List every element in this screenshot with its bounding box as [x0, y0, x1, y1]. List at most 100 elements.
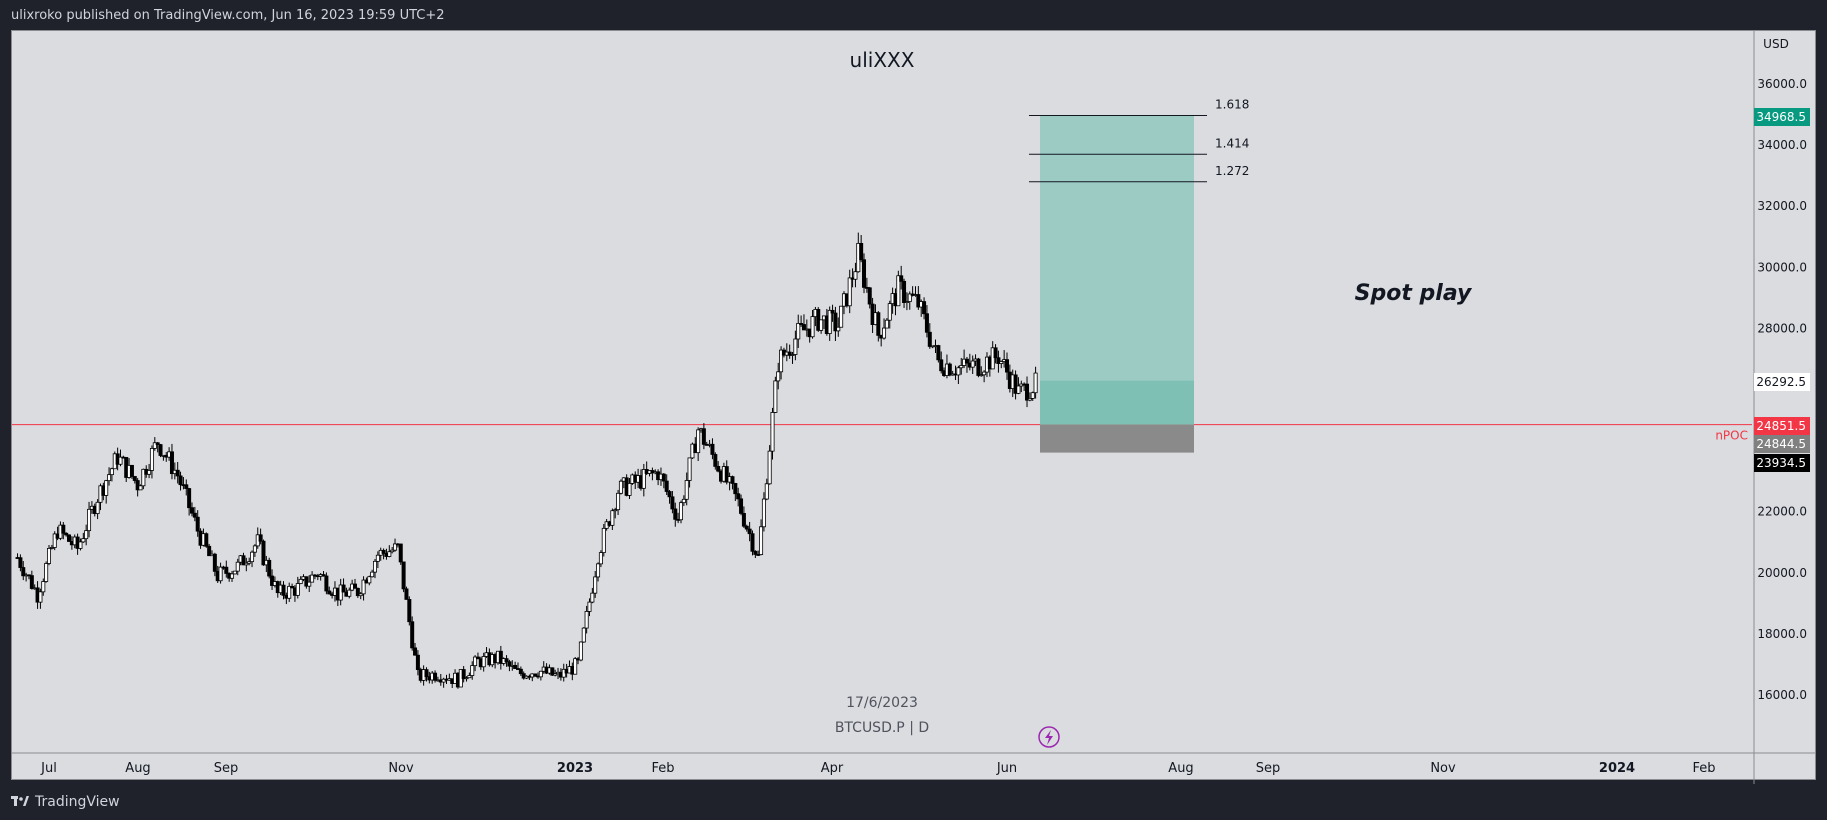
time-tick-label: Sep [1256, 761, 1281, 776]
candle-body [381, 549, 386, 554]
candle-body [701, 428, 706, 445]
tradingview-logo[interactable]: TradingView [11, 794, 120, 810]
candle-body [710, 443, 715, 455]
candle-body [761, 498, 766, 528]
candle-body [21, 567, 26, 577]
candle-body [993, 347, 998, 359]
candle-body [810, 316, 815, 338]
candle-body [498, 650, 503, 664]
candle-body [441, 678, 446, 683]
candle-body [387, 551, 392, 557]
candle-body [204, 533, 209, 547]
candle-body [907, 293, 912, 302]
candle-body [667, 491, 672, 498]
candle-body [295, 583, 300, 596]
candle-body [744, 525, 749, 530]
candle-body [152, 442, 157, 449]
candle-body [876, 312, 881, 336]
price-badge-bg [1754, 108, 1810, 126]
tradingview-brand: TradingView [35, 794, 120, 810]
position-profit-zone [1040, 115, 1194, 381]
candle-body [424, 669, 429, 678]
candle-body [407, 599, 412, 623]
tradingview-logo-icon [11, 796, 29, 806]
candle-body [373, 560, 378, 573]
candle-body [118, 456, 123, 465]
lightning-icon-bolt [1045, 730, 1053, 745]
candle-body [78, 541, 83, 549]
candle-body [673, 508, 678, 520]
candle-body [581, 627, 586, 643]
candle-body [801, 324, 806, 331]
candle-body [467, 675, 472, 679]
spot-play-annotation: Spot play [1355, 281, 1473, 306]
price-tick-label: 16000.0 [1757, 688, 1807, 702]
candle-body [347, 589, 352, 597]
time-tick-label: Feb [651, 761, 674, 776]
candle-body [613, 509, 618, 512]
candle-body [290, 585, 295, 589]
candle-body [481, 656, 486, 668]
candle-body [627, 483, 632, 496]
candle-body [902, 280, 907, 303]
candle-body [361, 579, 366, 595]
candle-body [410, 621, 415, 649]
candle-body [298, 578, 303, 584]
candle-body [664, 480, 669, 492]
candle-body [138, 485, 143, 491]
candle-body [922, 301, 927, 315]
price-badge: 26292.5 [1754, 373, 1810, 391]
candle-body [310, 574, 315, 583]
candle-body [513, 664, 518, 669]
candle-body [790, 354, 795, 356]
price-badge: 23934.5 [1754, 454, 1810, 472]
price-tick-label: 20000.0 [1757, 566, 1807, 580]
candle-body [1030, 392, 1035, 399]
candle-body [61, 524, 66, 534]
candle-body [970, 360, 975, 368]
candle-body [270, 575, 275, 586]
candle-body [230, 573, 235, 579]
price-tick-label: 34000.0 [1757, 138, 1807, 152]
time-tick-label: Jun [996, 761, 1017, 776]
candle-body [550, 667, 555, 676]
candle-body [924, 313, 929, 333]
candle-body [281, 584, 286, 596]
candle-body [212, 553, 217, 572]
candle-body [678, 502, 683, 521]
candle-body [352, 583, 357, 589]
candle-body [244, 562, 249, 566]
fib-level-label: 1.618 [1215, 98, 1249, 112]
candle-body [47, 548, 52, 564]
chart-title: uliXXX [850, 48, 915, 72]
candle-body [990, 347, 995, 370]
candle-body [433, 672, 438, 681]
candle-body [1016, 385, 1021, 394]
candle-body [473, 656, 478, 667]
currency-label: USD [1763, 37, 1789, 51]
candle-body [733, 483, 738, 495]
candle-body [250, 551, 255, 563]
candle-body [590, 592, 595, 603]
candle-body [324, 575, 329, 592]
candle-body [1005, 359, 1010, 373]
candle-body [670, 496, 675, 510]
candle-body [149, 448, 154, 471]
candle-body [884, 319, 889, 329]
candle-body [896, 275, 901, 307]
candle-body [132, 476, 137, 481]
candle-body [573, 658, 578, 675]
price-chart[interactable]: nPOC 1.618 1.414 1.272 uliXXX Spot play 17/6/2… [0, 0, 1827, 784]
candle-body [741, 513, 746, 527]
candle-body [601, 527, 606, 553]
candle-body [169, 451, 174, 475]
candle-body [799, 323, 804, 325]
candle-body [135, 480, 140, 491]
publisher-bar: ulixroko published on TradingView.com, J… [0, 0, 1827, 30]
time-tick-label: 2024 [1599, 761, 1635, 776]
price-tick-label: 22000.0 [1757, 505, 1807, 519]
candle-body [84, 530, 89, 540]
candle-body [979, 374, 984, 377]
candle-body [252, 545, 257, 553]
price-tick-label: 32000.0 [1757, 199, 1807, 213]
